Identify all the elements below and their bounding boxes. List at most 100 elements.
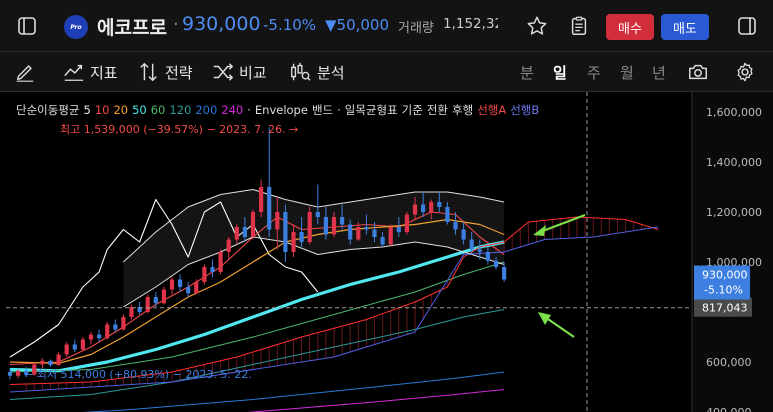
sidebar-toggle-icon[interactable] bbox=[13, 12, 41, 40]
candle-body[interactable] bbox=[7, 372, 13, 376]
candle-body[interactable] bbox=[113, 324, 118, 330]
candle-body[interactable] bbox=[364, 227, 369, 230]
candle-body[interactable] bbox=[331, 217, 337, 235]
candle-body[interactable] bbox=[178, 279, 183, 288]
candle-body[interactable] bbox=[145, 297, 150, 312]
candle-body[interactable] bbox=[469, 239, 474, 250]
candle-body[interactable] bbox=[437, 202, 442, 207]
period-week-tab[interactable]: 주 bbox=[587, 64, 601, 82]
candle-body[interactable] bbox=[461, 229, 466, 240]
price-axis-tick-label: 1,600,000 bbox=[706, 106, 762, 119]
legend-ichimoku-base: 기준 bbox=[402, 103, 423, 117]
candle-body[interactable] bbox=[24, 370, 29, 375]
period-day-tab[interactable]: 일 bbox=[553, 64, 567, 82]
period-year-tab[interactable]: 년 bbox=[652, 64, 666, 82]
candle-body[interactable] bbox=[64, 344, 69, 355]
candle-body[interactable] bbox=[340, 217, 345, 225]
memo-clipboard-icon[interactable] bbox=[565, 12, 593, 40]
candle-body[interactable] bbox=[412, 204, 418, 215]
candle-body[interactable] bbox=[129, 307, 134, 317]
candle-body[interactable] bbox=[485, 252, 490, 261]
legend-ma-period-240: 240 bbox=[221, 103, 243, 117]
analysis-button[interactable]: 분석 bbox=[288, 60, 345, 84]
candle-body[interactable] bbox=[477, 249, 482, 253]
analysis-label: 분석 bbox=[317, 63, 345, 82]
candle-body[interactable] bbox=[323, 217, 328, 235]
candle-body[interactable] bbox=[299, 232, 304, 242]
legend-ma-period-5: 5 bbox=[83, 103, 90, 117]
candle-body[interactable] bbox=[283, 212, 288, 252]
period-minute-tab[interactable]: 분 bbox=[520, 64, 534, 82]
candle-body[interactable] bbox=[72, 344, 77, 350]
candle-body[interactable] bbox=[202, 267, 207, 282]
candle-body[interactable] bbox=[250, 212, 256, 237]
candle-body[interactable] bbox=[161, 289, 166, 304]
indicator-label: 지표 bbox=[90, 63, 118, 82]
candle-body[interactable] bbox=[421, 204, 426, 213]
sell-button[interactable]: 매도 bbox=[661, 14, 709, 40]
price-axis-tick-label: 1,200,000 bbox=[706, 206, 762, 219]
camera-icon[interactable] bbox=[684, 58, 712, 86]
favorite-star-icon[interactable] bbox=[523, 12, 551, 40]
candle-body[interactable] bbox=[137, 307, 142, 312]
candle-body[interactable] bbox=[242, 227, 247, 237]
candle-body[interactable] bbox=[186, 287, 191, 294]
candle-body[interactable] bbox=[121, 317, 126, 330]
candle-body[interactable] bbox=[291, 232, 296, 252]
candle-body[interactable] bbox=[153, 297, 158, 304]
stock-header: Pro 에코프로 · 930,000 -5.10% ▼50,000 거래량 1,… bbox=[0, 0, 773, 52]
compare-button[interactable]: 비교 bbox=[212, 60, 267, 84]
drawing-tool-button[interactable] bbox=[14, 60, 36, 84]
candle-body[interactable] bbox=[88, 334, 94, 340]
series-line-0 bbox=[9, 198, 319, 358]
candle-body[interactable] bbox=[16, 370, 21, 376]
candle-body[interactable] bbox=[429, 202, 434, 212]
candle-body[interactable] bbox=[194, 282, 199, 294]
candle-body[interactable] bbox=[234, 227, 239, 240]
strategy-button[interactable]: 전략 bbox=[138, 60, 193, 84]
chart-canvas[interactable]: 400,000600,000800,0001,000,0001,200,0001… bbox=[0, 92, 773, 412]
price-chart[interactable]: 400,000600,000800,0001,000,0001,200,0001… bbox=[0, 92, 773, 412]
price-axis-panel[interactable] bbox=[692, 92, 773, 412]
indicator-button[interactable]: 지표 bbox=[63, 60, 118, 84]
candle-body[interactable] bbox=[445, 207, 450, 222]
candle-body[interactable] bbox=[275, 212, 280, 230]
candle-body[interactable] bbox=[267, 187, 272, 230]
header-separator: · bbox=[173, 14, 179, 35]
candle-body[interactable] bbox=[396, 227, 401, 232]
candle-body[interactable] bbox=[348, 224, 353, 240]
candle-body[interactable] bbox=[307, 212, 312, 242]
candle-body[interactable] bbox=[169, 279, 175, 290]
candle-body[interactable] bbox=[105, 324, 110, 339]
candle-body[interactable] bbox=[493, 260, 499, 267]
candle-body[interactable] bbox=[259, 187, 264, 212]
candle-body[interactable] bbox=[210, 267, 215, 272]
settings-gear-icon[interactable] bbox=[731, 58, 759, 86]
legend-ma-period-50: 50 bbox=[132, 103, 147, 117]
candle-body[interactable] bbox=[97, 334, 102, 339]
candle-body[interactable] bbox=[388, 227, 393, 245]
price-axis-tick-label: 600,000 bbox=[706, 356, 752, 369]
change-amount: ▼50,000 bbox=[325, 16, 390, 34]
candle-body[interactable] bbox=[372, 229, 377, 238]
candle-body[interactable] bbox=[56, 354, 61, 366]
candle-body[interactable] bbox=[404, 214, 409, 233]
candle-body[interactable] bbox=[502, 267, 507, 280]
candle-body[interactable] bbox=[48, 360, 53, 365]
candle-body[interactable] bbox=[315, 212, 320, 217]
candle-body[interactable] bbox=[218, 252, 223, 272]
series-line-8 bbox=[9, 216, 659, 385]
legend-envelope: Envelope bbox=[255, 103, 308, 117]
candle-body[interactable] bbox=[380, 237, 385, 245]
candle-body[interactable] bbox=[356, 227, 361, 240]
buy-button[interactable]: 매수 bbox=[606, 14, 654, 40]
candle-body[interactable] bbox=[40, 360, 45, 365]
stock-name[interactable]: 에코프로 bbox=[97, 17, 167, 39]
candle-body[interactable] bbox=[80, 339, 85, 350]
candle-body[interactable] bbox=[32, 364, 37, 375]
green-arrow-ma120 bbox=[544, 316, 575, 338]
right-panel-toggle-icon[interactable] bbox=[733, 12, 761, 40]
candle-body[interactable] bbox=[453, 222, 458, 230]
candle-body[interactable] bbox=[226, 239, 231, 253]
period-month-tab[interactable]: 월 bbox=[620, 64, 634, 82]
